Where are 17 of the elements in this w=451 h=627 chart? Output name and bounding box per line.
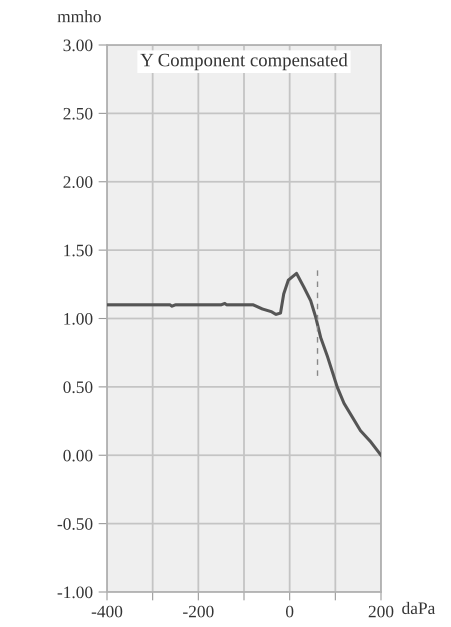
y-tick-label: 1.50	[64, 244, 92, 256]
y-tick-label: 0.00	[63, 450, 92, 462]
y-tick-label: 2.50	[63, 108, 92, 120]
x-tick-label: -200	[183, 606, 214, 618]
y-axis-title: mmho	[58, 10, 101, 22]
y-tick-label: 1.00	[64, 312, 92, 325]
x-tick-label: 0	[286, 606, 294, 618]
line-series	[107, 272, 381, 457]
chart-title: Y Component compensated	[140, 53, 348, 70]
x-tick-label: -400	[92, 606, 122, 618]
y-tick-label: 0.50	[63, 381, 92, 394]
y-tick-label: -1.00	[58, 586, 92, 598]
y-tick-label: -0.50	[58, 518, 92, 530]
y-tick-label: 2.00	[63, 176, 92, 188]
x-axis-title: daPa	[402, 602, 436, 614]
y-tick-label: 3.00	[64, 39, 92, 52]
x-tick-label: 200	[368, 606, 394, 618]
